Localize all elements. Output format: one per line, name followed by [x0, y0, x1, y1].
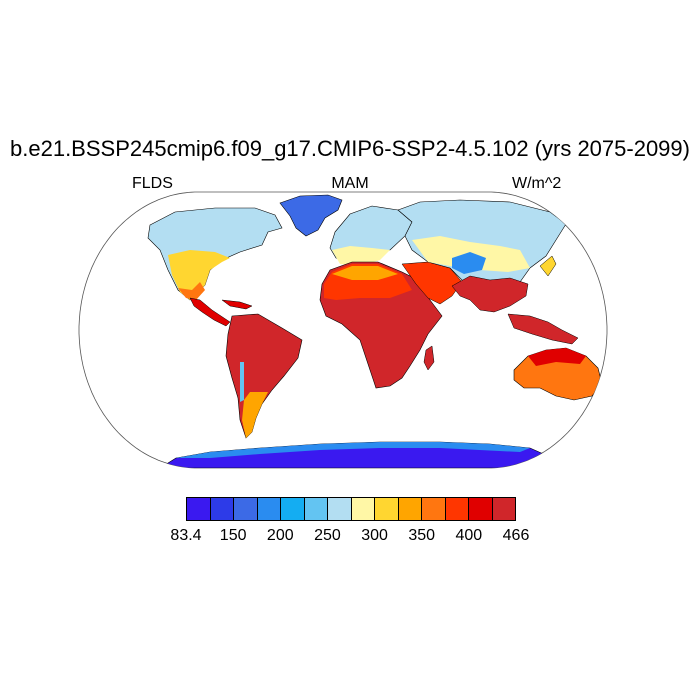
colorbar-box — [445, 498, 469, 520]
colorbar-box — [304, 498, 328, 520]
north-america-south — [168, 250, 230, 300]
sahara-coast — [332, 266, 398, 280]
north-america-gulf — [178, 282, 205, 300]
colorbar-box — [328, 498, 352, 520]
central-america — [189, 297, 231, 327]
kamchatka — [539, 255, 557, 277]
new-zealand — [599, 393, 607, 409]
colorbar-box — [187, 498, 211, 520]
land-fields — [147, 194, 607, 468]
season-label: MAM — [331, 175, 369, 192]
south-america-south — [242, 392, 268, 438]
units-label: W/m^2 — [512, 175, 562, 192]
colorbar-box — [351, 498, 375, 520]
europe-south — [332, 246, 390, 266]
colorbar-box — [492, 498, 515, 520]
antarctica-coast — [176, 442, 530, 458]
colorbar-label: 350 — [408, 527, 436, 544]
australia-north — [528, 348, 586, 366]
colorbar-box — [281, 498, 305, 520]
colorbar-box — [422, 498, 446, 520]
colorbar-label: 200 — [266, 527, 294, 544]
colorbar-label: 300 — [361, 527, 388, 544]
south-asia — [451, 275, 529, 313]
colorbar-box — [257, 498, 281, 520]
colorbar-box — [469, 498, 493, 520]
caribbean — [221, 299, 253, 310]
colorbar-label: 250 — [314, 527, 341, 544]
colorbar-label: 466 — [502, 527, 530, 544]
colorbar-box — [210, 498, 234, 520]
colorbar-box — [375, 498, 399, 520]
maritime-se-asia — [507, 313, 579, 345]
colorbar-label: 400 — [455, 527, 483, 544]
colorbar-box — [398, 498, 422, 520]
variable-label: FLDS — [132, 175, 173, 192]
tibet — [452, 252, 486, 274]
colorbar-label: 150 — [219, 527, 247, 544]
madagascar — [423, 345, 435, 371]
colorbar — [186, 497, 516, 521]
andes — [240, 362, 244, 402]
plot-title: b.e21.BSSP245cmip6.f09_g17.CMIP6-SSP2-4.… — [10, 136, 690, 161]
greenland — [279, 194, 343, 237]
colorbar-label: 83.4 — [170, 527, 202, 544]
colorbar-box — [234, 498, 258, 520]
